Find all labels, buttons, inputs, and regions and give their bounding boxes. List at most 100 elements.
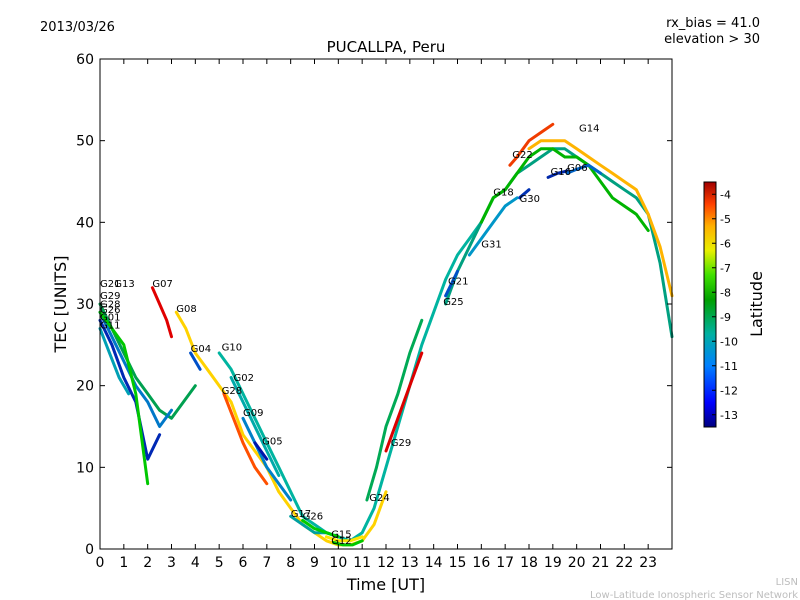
series-g31-25 bbox=[467, 196, 519, 257]
y-tick-label-20: 20 bbox=[76, 379, 94, 395]
sat-label-g17-15: G17 bbox=[291, 509, 311, 520]
sat-label-g08-8: G08 bbox=[176, 304, 196, 315]
cb-tick-label--7: -7 bbox=[720, 262, 731, 275]
series-g06-24 bbox=[565, 163, 602, 175]
y-tick-label-40: 40 bbox=[76, 215, 94, 231]
sat-label-g09-13: G09 bbox=[243, 408, 263, 419]
x-tick-label-15: 15 bbox=[449, 555, 467, 571]
colorbar-label: Latitude bbox=[747, 271, 766, 337]
sat-label-g25-21: G25 bbox=[443, 297, 463, 308]
x-tick-label-2: 2 bbox=[143, 555, 152, 571]
x-tick-label-22: 22 bbox=[615, 555, 633, 571]
date-label: 2013/03/26 bbox=[40, 20, 115, 35]
y-tick-label-60: 60 bbox=[76, 52, 94, 68]
sat-label-g10-10: G10 bbox=[222, 343, 242, 354]
series-g10-8 bbox=[217, 220, 483, 543]
elevation-label: elevation > 30 bbox=[664, 32, 760, 47]
x-tick-label-0: 0 bbox=[96, 555, 105, 571]
cb-tick-label--9: -9 bbox=[720, 311, 731, 324]
sat-label-g29-20: G29 bbox=[391, 438, 411, 449]
x-tick-label-17: 17 bbox=[496, 555, 514, 571]
x-tick-label-20: 20 bbox=[568, 555, 586, 571]
x-axis-label: Time [UT] bbox=[346, 575, 425, 594]
series-g07-5 bbox=[150, 286, 173, 339]
sat-label-g18-24: G18 bbox=[493, 187, 513, 198]
x-tick-label-7: 7 bbox=[262, 555, 271, 571]
x-tick-label-3: 3 bbox=[167, 555, 176, 571]
sat-label-g24-19: G24 bbox=[369, 493, 389, 504]
sat-label-g07-7: G07 bbox=[152, 279, 172, 290]
cb-tick-label--4: -4 bbox=[720, 188, 731, 201]
x-tick-label-14: 14 bbox=[425, 555, 443, 571]
x-tick-label-8: 8 bbox=[286, 555, 295, 571]
series-g30-22 bbox=[518, 188, 531, 200]
colorbar-ticks: -4 -5 -6 -7 -8 -9 -10 -11 -12 -13 bbox=[712, 188, 738, 422]
series-g15-15 bbox=[324, 535, 364, 543]
series-g13-1 bbox=[98, 310, 173, 428]
x-tick-label-12: 12 bbox=[377, 555, 395, 571]
series-g22-20 bbox=[508, 122, 555, 167]
x-tick-label-4: 4 bbox=[191, 555, 200, 571]
sat-label-g31-23: G31 bbox=[481, 240, 501, 251]
series-g26-14 bbox=[301, 518, 340, 539]
x-tick-label-11: 11 bbox=[353, 555, 371, 571]
sat-label-g13-1: G13 bbox=[114, 279, 134, 290]
sat-label-g21-0: G21 bbox=[100, 279, 120, 290]
series-g05-12 bbox=[253, 441, 269, 461]
sat-label-g28-12: G28 bbox=[222, 386, 242, 397]
x-tick-label-23: 23 bbox=[639, 555, 657, 571]
series-g04-7 bbox=[189, 351, 202, 371]
x-tick-label-6: 6 bbox=[239, 555, 248, 571]
series-g11-4 bbox=[98, 327, 131, 396]
x-tick-label-16: 16 bbox=[472, 555, 490, 571]
y-tick-label-50: 50 bbox=[76, 134, 94, 150]
series-g29-27 bbox=[384, 351, 424, 453]
y-tick-label-10: 10 bbox=[76, 460, 94, 476]
cb-tick-label--10: -10 bbox=[720, 335, 738, 348]
series-g29-2 bbox=[98, 318, 162, 461]
series-g01-3 bbox=[98, 310, 150, 486]
series-g21-0 bbox=[98, 302, 197, 420]
sat-label-g16-27: G16 bbox=[551, 167, 571, 178]
sat-label-g01-5: G01 bbox=[100, 312, 120, 323]
cb-tick-label--6: -6 bbox=[720, 237, 731, 250]
x-tick-label-5: 5 bbox=[215, 555, 224, 571]
y-axis: 0 10 20 30 40 50 60 bbox=[76, 52, 672, 558]
sat-label-g26-16: G26 bbox=[303, 512, 323, 523]
sat-label-g30-25: G30 bbox=[520, 194, 540, 205]
sat-label-g14-29: G14 bbox=[579, 124, 599, 135]
x-tick-label-10: 10 bbox=[329, 555, 347, 571]
sat-label-g12-18: G12 bbox=[331, 536, 351, 547]
sat-label-g05-14: G05 bbox=[262, 437, 282, 448]
cb-tick-label--13: -13 bbox=[720, 409, 738, 422]
series-g21-26 bbox=[444, 269, 459, 298]
chart-title: PUCALLPA, Peru bbox=[327, 38, 446, 56]
series-g02-9 bbox=[229, 376, 281, 477]
cb-tick-label--12: -12 bbox=[720, 384, 738, 397]
y-tick-label-0: 0 bbox=[85, 542, 94, 558]
x-tick-label-18: 18 bbox=[520, 555, 538, 571]
series-layer bbox=[98, 122, 674, 547]
sat-label-g26-4: G26 bbox=[100, 305, 120, 316]
x-tick-label-9: 9 bbox=[310, 555, 319, 571]
sat-label-g15-17: G15 bbox=[331, 530, 351, 541]
cb-tick-label--11: -11 bbox=[720, 360, 738, 373]
series-g16-23 bbox=[546, 169, 569, 179]
rx-bias-label: rx_bias = 41.0 bbox=[666, 16, 760, 31]
series-g24-17 bbox=[365, 318, 424, 502]
x-tick-label-21: 21 bbox=[592, 555, 610, 571]
y-tick-label-30: 30 bbox=[76, 297, 94, 313]
series-g12-16 bbox=[332, 539, 364, 547]
credit-network: Low-Latitude Ionospheric Sensor Network bbox=[590, 590, 798, 600]
series-g18-21 bbox=[479, 147, 650, 232]
series-g14-19 bbox=[527, 139, 674, 298]
x-tick-label-13: 13 bbox=[401, 555, 419, 571]
cb-tick-label--5: -5 bbox=[720, 213, 731, 226]
credit-lisn: LISN bbox=[776, 577, 798, 588]
y-axis-label: TEC [UNITS] bbox=[51, 256, 70, 354]
sat-label-g22-26: G22 bbox=[512, 150, 532, 161]
x-tick-label-1: 1 bbox=[119, 555, 128, 571]
sat-label-g02-11: G02 bbox=[234, 373, 254, 384]
